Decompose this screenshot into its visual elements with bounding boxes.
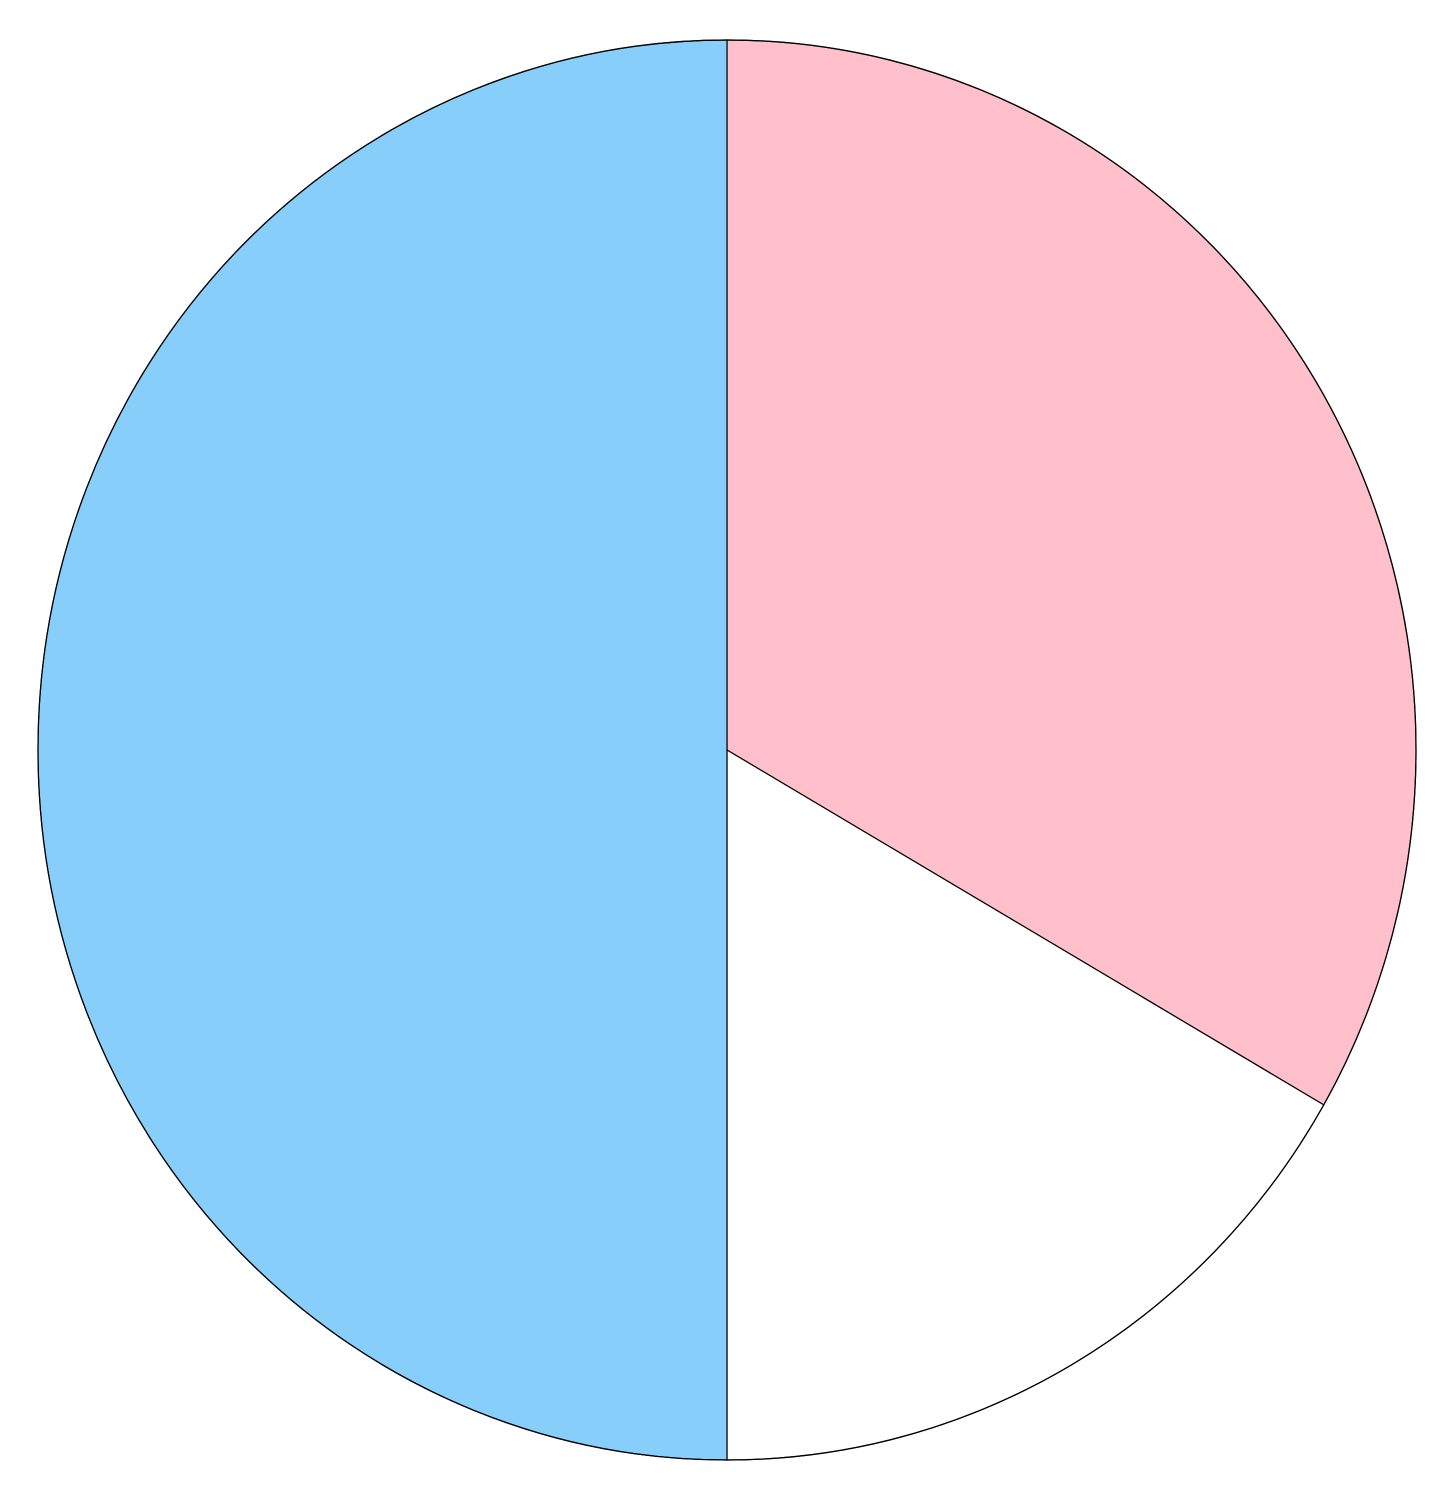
pie-slices [37,39,1417,1461]
pie-outline [37,39,1417,1461]
pie-slice-3 [37,39,728,1461]
